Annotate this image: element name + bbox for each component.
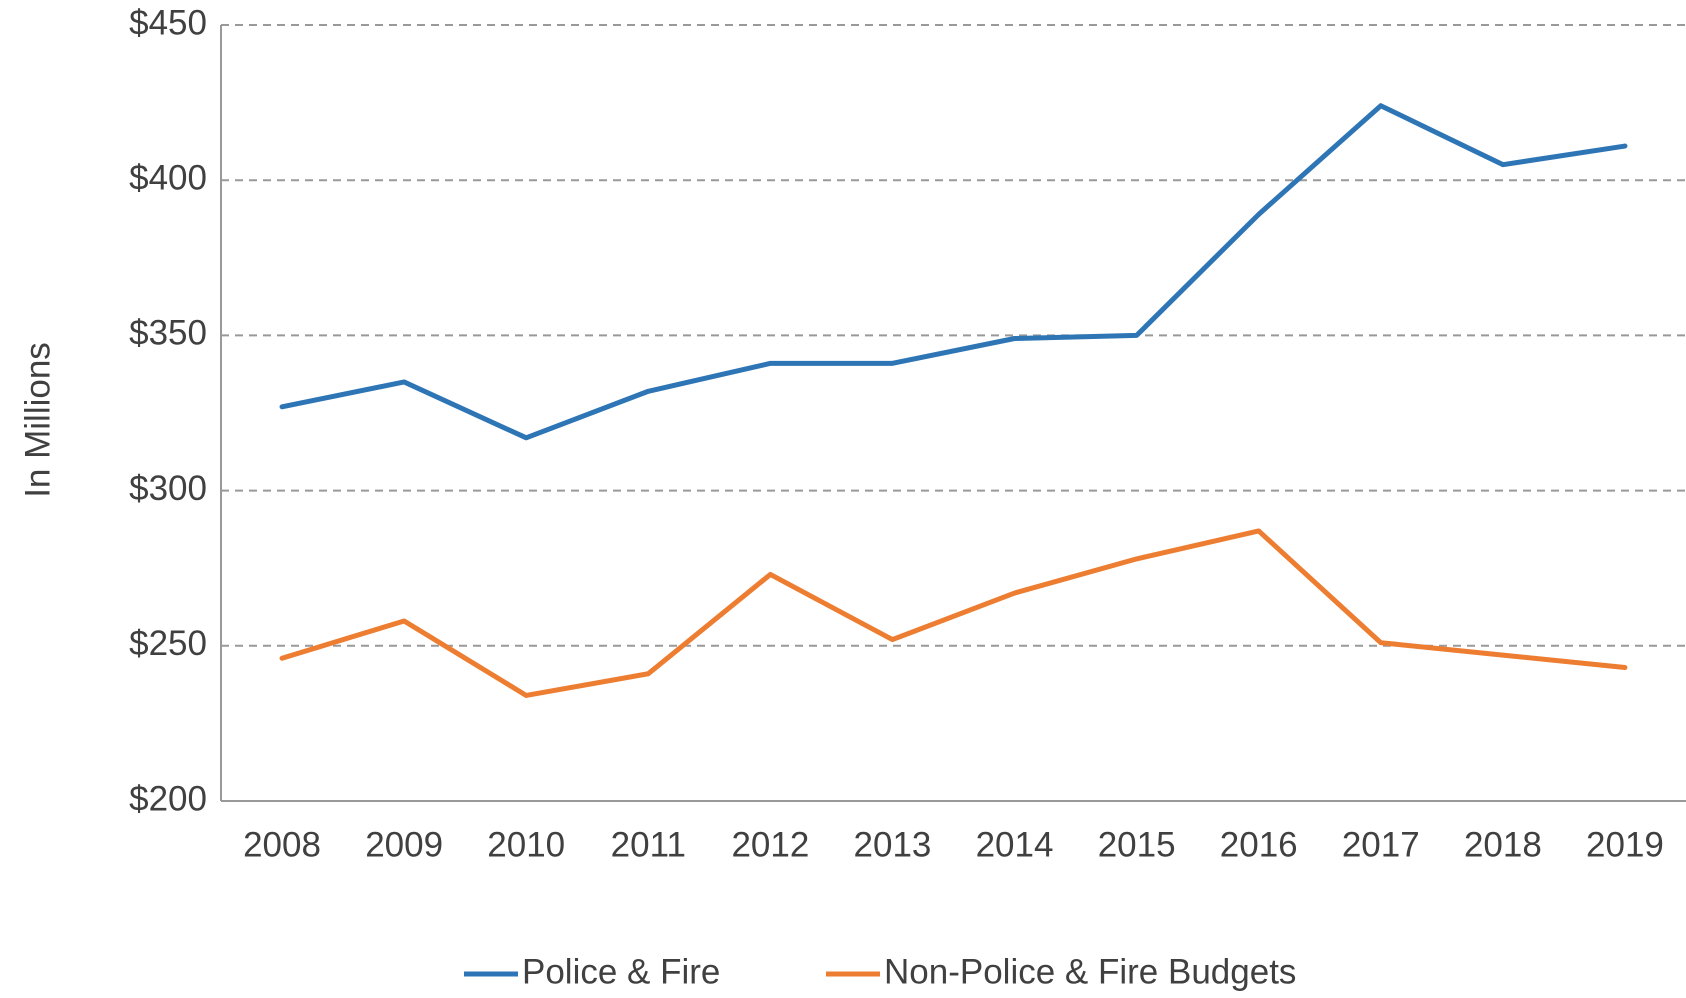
x-tick-label: 2018 [1464, 825, 1542, 864]
x-tick-label: 2009 [365, 825, 443, 864]
x-tick-label: 2012 [731, 825, 809, 864]
x-tick-label: 2011 [611, 825, 686, 864]
x-tick-label: 2013 [854, 825, 932, 864]
y-tick-label: $250 [129, 624, 207, 663]
y-tick-label: $450 [129, 3, 207, 42]
x-tick-label: 2014 [976, 825, 1054, 864]
legend-label: Non-Police & Fire Budgets [884, 952, 1296, 991]
y-tick-label: $200 [129, 779, 207, 818]
series-line [279, 528, 1628, 698]
x-tick-label: 2008 [243, 825, 321, 864]
y-tick-label: $300 [129, 469, 207, 508]
y-axis-label: In Millions [18, 342, 57, 498]
legend-label: Police & Fire [522, 952, 720, 991]
x-tick-label: 2017 [1342, 825, 1420, 864]
x-tick-label: 2010 [487, 825, 565, 864]
x-tick-label: 2019 [1586, 825, 1664, 864]
series-line [279, 103, 1628, 441]
x-tick-label: 2016 [1220, 825, 1298, 864]
y-tick-label: $350 [129, 314, 207, 353]
y-tick-label: $400 [129, 158, 207, 197]
x-tick-label: 2015 [1098, 825, 1176, 864]
